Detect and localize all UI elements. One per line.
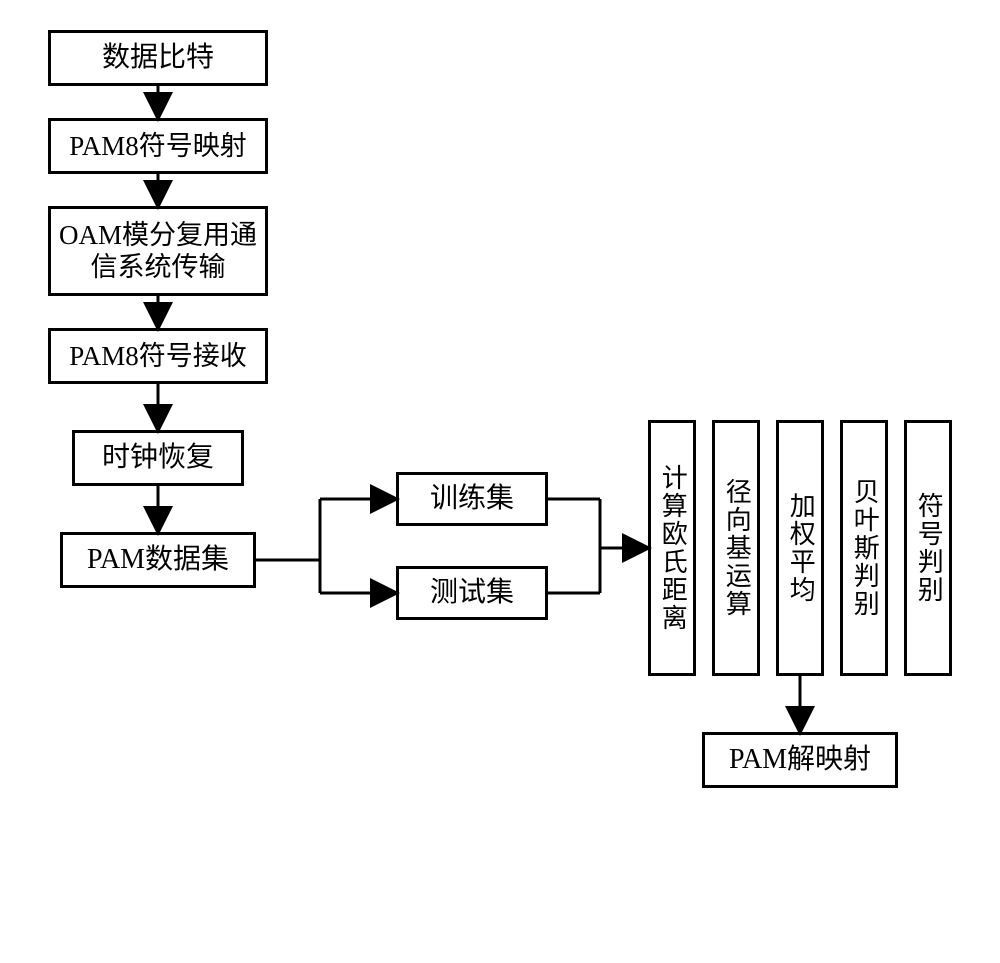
- node-label: PAM8符号映射: [69, 130, 247, 162]
- node-data-bits: 数据比特: [48, 30, 268, 86]
- node-weighted-average: 加权平均: [776, 420, 824, 676]
- node-pam-demapping: PAM解映射: [702, 732, 898, 788]
- node-label: 符号判别: [914, 492, 943, 604]
- node-test-set: 测试集: [396, 566, 548, 620]
- node-euclidean-distance: 计算欧氏距离: [648, 420, 696, 676]
- node-label: 训练集: [430, 482, 514, 516]
- node-label: PAM8符号接收: [69, 340, 247, 372]
- node-label: PAM数据集: [87, 543, 229, 577]
- node-label: 径向基运算: [722, 478, 751, 618]
- node-radial-basis: 径向基运算: [712, 420, 760, 676]
- node-label: PAM解映射: [729, 743, 871, 777]
- node-clock-recovery: 时钟恢复: [72, 430, 244, 486]
- node-label: 时钟恢复: [102, 441, 214, 475]
- node-label: 计算欧氏距离: [658, 464, 687, 632]
- node-label: OAM模分复用通信系统传输: [55, 219, 261, 284]
- node-oam-transmission: OAM模分复用通信系统传输: [48, 206, 268, 296]
- node-training-set: 训练集: [396, 472, 548, 526]
- node-pam8-receive: PAM8符号接收: [48, 328, 268, 384]
- node-bayes-discriminant: 贝叶斯判别: [840, 420, 888, 676]
- node-label: 加权平均: [786, 492, 815, 604]
- node-symbol-discriminant: 符号判别: [904, 420, 952, 676]
- node-label: 数据比特: [102, 41, 214, 75]
- node-pam-dataset: PAM数据集: [60, 532, 256, 588]
- node-label: 测试集: [430, 576, 514, 610]
- node-label: 贝叶斯判别: [850, 478, 879, 618]
- node-pam8-mapping: PAM8符号映射: [48, 118, 268, 174]
